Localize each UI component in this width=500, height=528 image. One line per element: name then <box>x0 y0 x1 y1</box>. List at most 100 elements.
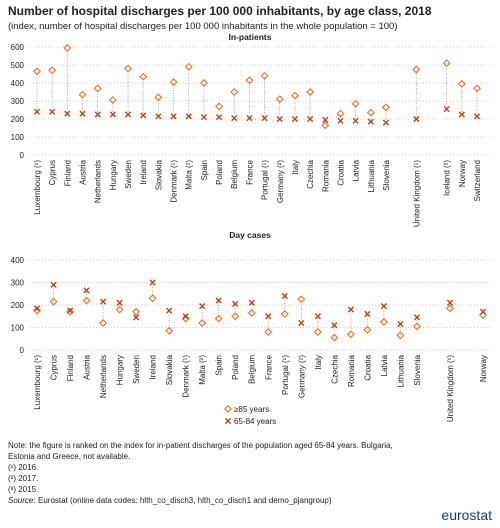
x-tick-label: Belgium <box>230 160 239 189</box>
x-tick-label: Italy <box>291 160 300 175</box>
x-marker <box>337 117 344 124</box>
diamond-marker <box>78 90 87 99</box>
x-marker <box>231 115 238 122</box>
diamond-marker <box>82 296 91 305</box>
diamond-marker <box>379 317 388 326</box>
diamond-marker <box>275 95 284 104</box>
x-tick-label: Slovenia <box>413 354 422 385</box>
x-tick-label: Netherlands <box>99 355 108 398</box>
x-tick-label: Spain <box>215 355 224 375</box>
x-marker <box>149 279 156 286</box>
panel-title: In-patients <box>229 32 272 42</box>
x-tick-label: Poland <box>215 160 224 185</box>
diamond-marker <box>247 308 256 317</box>
x-tick-label: France <box>245 159 254 184</box>
diamond-marker <box>198 319 207 327</box>
x-marker <box>367 118 374 125</box>
x-tick-label: Netherlands <box>94 160 103 203</box>
diamond-marker <box>245 76 254 85</box>
x-tick-label: Czechia <box>330 354 339 383</box>
diamond-marker <box>336 109 345 118</box>
x-tick-label: Portugal (¹) <box>261 160 270 200</box>
x-tick-label: Ireland <box>149 355 158 379</box>
x-marker <box>64 110 71 117</box>
x-tick-label: Latvia <box>380 354 389 376</box>
x-marker <box>109 111 116 118</box>
legend-marker <box>224 417 232 425</box>
x-marker <box>215 297 222 304</box>
x-marker <box>281 292 288 300</box>
x-tick-label: Cyprus <box>50 355 59 380</box>
diamond-marker <box>199 79 208 87</box>
y-tick-label: 100 <box>11 133 25 142</box>
x-marker <box>265 313 272 320</box>
x-marker <box>246 115 253 122</box>
y-tick-label: 0 <box>20 151 25 160</box>
x-tick-label: Latvia <box>352 159 361 181</box>
diamond-marker <box>48 66 57 75</box>
x-marker <box>443 106 450 113</box>
diamond-marker <box>66 307 75 316</box>
diamond-marker <box>49 297 58 306</box>
x-marker <box>397 321 404 328</box>
x-tick-label: Iceland (²) <box>443 160 452 196</box>
legend-label: 65-84 years <box>234 417 276 426</box>
x-tick-label: Slovenia <box>382 159 391 190</box>
x-marker <box>291 115 299 123</box>
diamond-marker <box>214 314 223 323</box>
diamond-marker <box>321 121 330 130</box>
legend-label: ≥85 years <box>234 405 269 414</box>
diamond-marker <box>264 328 273 336</box>
x-tick-label: Sweden <box>124 160 133 189</box>
diamond-marker <box>473 84 481 93</box>
x-marker <box>364 310 371 318</box>
x-tick-label: Lithuania <box>367 159 376 192</box>
diamond-marker <box>169 78 178 87</box>
x-marker <box>140 112 147 119</box>
diamond-marker <box>442 59 451 68</box>
x-tick-label: Austria <box>79 159 88 184</box>
x-marker <box>66 307 74 314</box>
x-marker <box>276 115 283 123</box>
y-tick-label: 400 <box>11 79 25 88</box>
x-tick-label: Hungary <box>116 355 125 385</box>
panel-title: Day cases <box>229 230 271 240</box>
diamond-marker <box>412 322 421 331</box>
note: (³) 2015. <box>8 485 38 494</box>
x-tick-label: Lithuania <box>396 354 405 387</box>
x-marker <box>314 313 321 320</box>
x-marker <box>248 299 255 306</box>
x-marker <box>199 303 206 310</box>
x-marker <box>446 299 454 306</box>
x-tick-label: Germany (²) <box>297 355 306 398</box>
x-marker <box>83 287 90 294</box>
note: Estonia and Greece, not available. <box>8 452 130 461</box>
x-marker <box>33 108 41 115</box>
x-tick-label: Germany (²) <box>276 160 285 203</box>
diamond-marker <box>230 88 239 96</box>
diamond-marker <box>260 71 269 80</box>
diamond-marker <box>63 43 72 52</box>
title: Number of hospital discharges per 100 00… <box>8 4 432 18</box>
diamond-marker <box>457 79 466 88</box>
x-tick-label: Italy <box>314 355 323 370</box>
diamond-marker <box>93 84 102 93</box>
x-tick-label: Hungary <box>109 160 118 190</box>
x-marker <box>307 115 314 123</box>
x-marker <box>382 119 390 126</box>
diamond-marker <box>108 96 117 105</box>
x-marker <box>49 108 56 115</box>
diamond-marker <box>165 326 174 335</box>
note: (¹) 2016. <box>8 463 38 472</box>
x-tick-label: Cyprus <box>48 160 57 185</box>
diamond-marker <box>132 307 141 316</box>
x-marker <box>50 281 57 288</box>
x-tick-label: Belgium <box>248 355 257 384</box>
diamond-marker <box>124 64 133 73</box>
diamond-marker <box>184 62 193 71</box>
logo: eurostat <box>441 507 492 523</box>
diamond-marker <box>306 88 315 96</box>
x-tick-label: Finland <box>63 160 72 186</box>
x-marker <box>413 314 421 321</box>
x-tick-label: Slovakia <box>165 354 174 385</box>
